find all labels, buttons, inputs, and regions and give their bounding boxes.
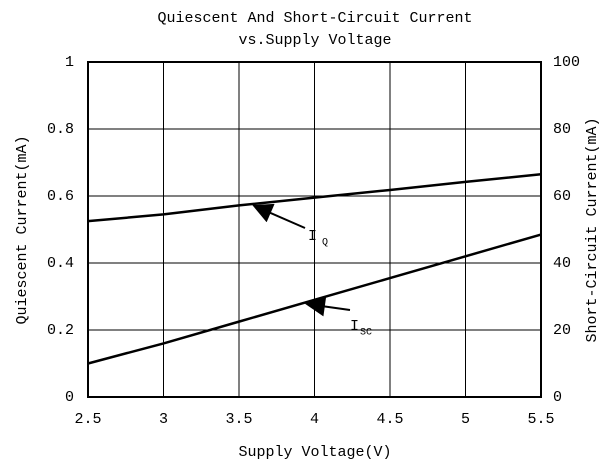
x-tick-label: 5.5 [527, 411, 554, 428]
chart-title: Quiescent And Short-Circuit Current [157, 10, 472, 27]
x-tick-label: 3 [159, 411, 168, 428]
y2-tick-label: 80 [553, 121, 571, 138]
annotation-sub: Q [322, 238, 328, 249]
series-line [87, 172, 542, 223]
x-tick-label: 4.5 [376, 411, 403, 428]
y-tick-label: 0.2 [47, 322, 74, 339]
y2-axis-label: Short-Circuit Current(mA) [584, 117, 601, 342]
annotation-label: I [350, 318, 359, 335]
y-axis-label: Quiescent Current(mA) [14, 135, 31, 324]
y-tick-label: 0.8 [47, 121, 74, 138]
x-tick-label: 2.5 [74, 411, 101, 428]
y-tick-label: 1 [65, 54, 74, 71]
annotation-label: I [308, 228, 317, 245]
y2-tick-label: 100 [553, 54, 580, 71]
x-tick-label: 3.5 [225, 411, 252, 428]
y-tick-label: 0.4 [47, 255, 74, 272]
annotation-sub: SC [360, 328, 372, 339]
x-tick-label: 5 [461, 411, 470, 428]
x-axis-label: Supply Voltage(V) [238, 444, 391, 461]
y2-tick-label: 40 [553, 255, 571, 272]
annotation-arrow [252, 203, 306, 229]
x-tick-label: 4 [310, 411, 319, 428]
y2-tick-label: 0 [553, 389, 562, 406]
y2-tick-label: 20 [553, 322, 571, 339]
y-tick-label: 0 [65, 389, 74, 406]
chart-subtitle: vs.Supply Voltage [238, 32, 391, 49]
annotation-arrow [304, 296, 351, 317]
y-tick-label: 0.6 [47, 188, 74, 205]
y2-tick-label: 60 [553, 188, 571, 205]
